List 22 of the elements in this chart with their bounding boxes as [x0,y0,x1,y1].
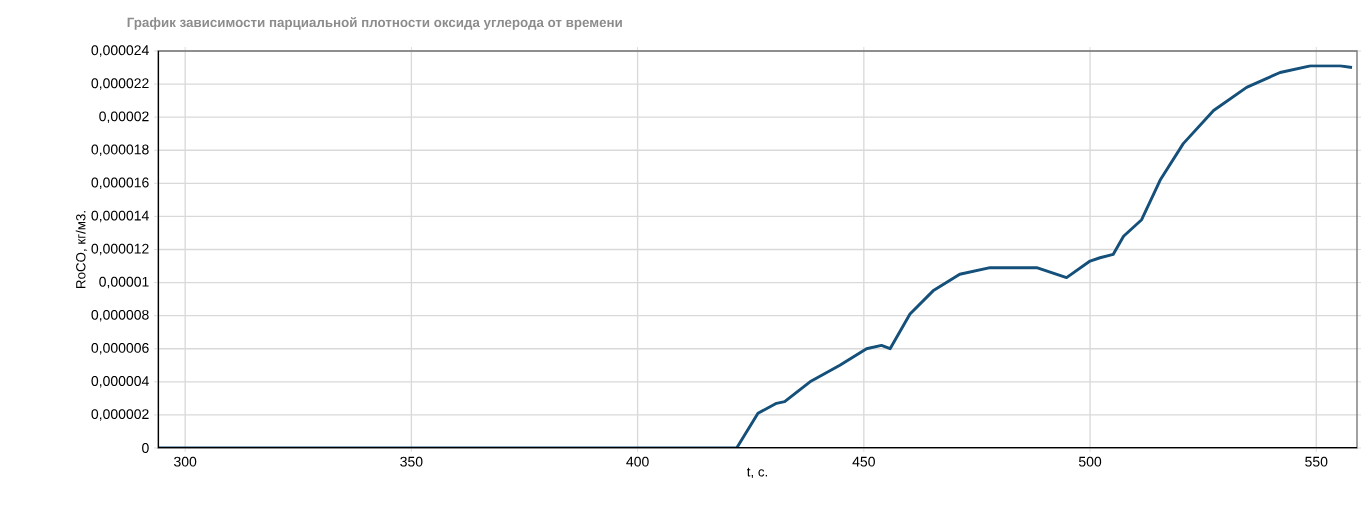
x-tick-label: 350 [400,456,423,467]
y-tick-label: 0,000016 [91,177,149,190]
y-tick-label: 0,000004 [91,376,149,388]
y-tick-label: 0,000022 [91,78,149,90]
x-tick-label: 500 [1078,456,1102,467]
y-tick-label: 0,00002 [99,111,149,123]
y-tick-label: 0,000024 [91,45,149,57]
x-tick-label: 550 [1305,456,1328,467]
y-tick-label: 0,000014 [91,210,149,223]
x-tick-label: 400 [626,456,649,467]
y-tick-label: 0,000006 [91,342,149,355]
x-tick-label: 450 [852,456,875,467]
chart-title: График зависимости парциальной плотности оксида углерода от времени [127,17,622,30]
x-axis-title: t, с. [746,467,768,479]
y-tick-label: 0,000018 [91,144,149,157]
y-tick-label: 0,000008 [91,309,149,322]
y-tick-label: 0,000012 [91,243,149,256]
y-tick-label: 0,000002 [91,409,149,421]
y-axis-title: RoCO, кг/м3. [75,211,88,288]
x-tick-label: 300 [174,456,197,467]
y-tick-label: 0 [142,443,149,453]
y-tick-label: 0,00001 [99,276,149,289]
